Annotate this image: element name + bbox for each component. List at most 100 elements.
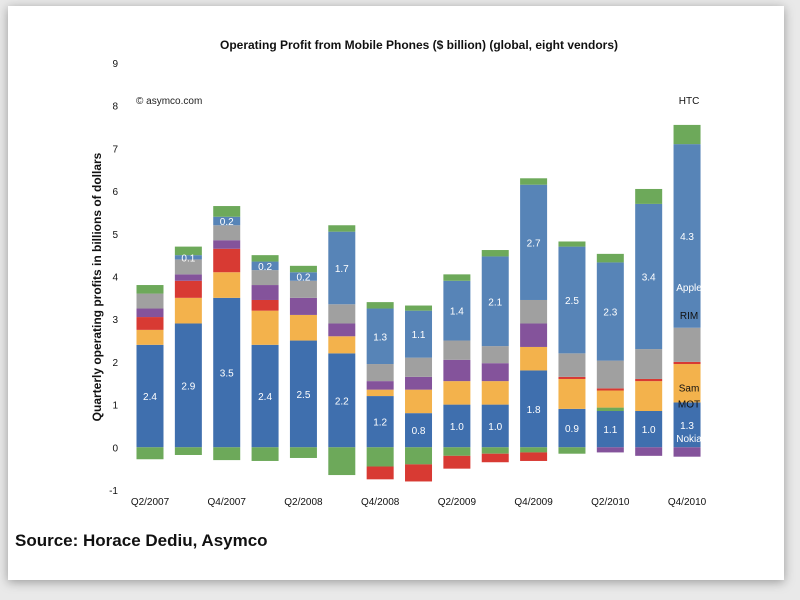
bar-segment [366, 466, 394, 480]
bar-segment [596, 390, 624, 408]
bar-segment [596, 253, 624, 263]
bar-segment [673, 361, 701, 365]
bar-segment [328, 336, 356, 354]
bar-segment [673, 447, 701, 457]
bar-segment [174, 259, 202, 275]
bar-segment [673, 402, 701, 448]
bar-segment [673, 144, 701, 328]
bar-segment [520, 447, 548, 453]
x-ticks: Q2/2007 Q4/2007 Q2/2008 Q4/2008 Q2/2009 Q4/20… [131, 497, 707, 508]
bar-segment [213, 297, 241, 448]
bar-segment [289, 447, 317, 458]
bar-segment [405, 447, 433, 465]
nokia-value-label: 1.0 [642, 425, 656, 436]
nokia-value-label: 1.8 [527, 405, 541, 416]
bar-segment [136, 308, 164, 318]
bar-segment [328, 304, 356, 324]
vendor-labels: HTC Apple RIM Sam MOT Nokia [676, 96, 702, 445]
bar-segment [213, 272, 241, 298]
bar-segment [289, 280, 317, 298]
bar-segment [481, 453, 509, 463]
bar-segment [558, 447, 586, 454]
bar-segment [520, 178, 548, 185]
bar-segment [405, 389, 433, 414]
bar-segment [596, 411, 624, 448]
y-tick-label: 5 [112, 230, 118, 241]
bar-segment [443, 359, 471, 382]
bar-segment [251, 285, 279, 300]
bar-segment [136, 329, 164, 345]
apple-value-label: 1.7 [335, 264, 349, 275]
bar-segment [136, 293, 164, 309]
bar-segment [213, 225, 241, 241]
y-tick-label: 8 [112, 102, 118, 113]
bar-segment [481, 346, 509, 364]
nokia-value-label: 2.4 [143, 392, 157, 403]
bar-segment [558, 376, 586, 379]
bar-segment [481, 381, 509, 405]
bar-segment [366, 302, 394, 309]
bar-segment [366, 364, 394, 382]
bar-segment [405, 310, 433, 358]
bar-segment [481, 256, 509, 347]
nokia-value-label: 2.4 [258, 392, 272, 403]
bar-segment [251, 261, 279, 271]
bar-segment [443, 404, 471, 448]
bar-segment [366, 308, 394, 365]
x-tick-label: Q2/2007 [131, 497, 170, 508]
y-ticks: -1 0 1 2 3 4 5 6 7 8 9 [109, 59, 118, 497]
y-axis-label: Quarterly operating profits in billions … [90, 152, 104, 421]
bar-segment [520, 299, 548, 324]
bars-layer [136, 124, 701, 482]
bar-segment [673, 364, 701, 403]
bar-segment [289, 272, 317, 281]
bar-segment [443, 280, 471, 341]
bar-segment [558, 241, 586, 247]
bar-segment [558, 378, 586, 409]
vendor-label: HTC [679, 96, 700, 107]
bar-segment [635, 381, 663, 412]
y-tick-label: 4 [112, 273, 118, 284]
apple-value-label: 0.2 [220, 217, 234, 228]
bar-segment [174, 274, 202, 281]
bar-segment [520, 184, 548, 300]
bar-segment [366, 381, 394, 390]
apple-value-label: 3.4 [642, 273, 656, 284]
y-tick-label: 2 [112, 358, 118, 369]
source-note: Source: Horace Dediu, Asymco [15, 531, 268, 550]
nokia-value-label: 0.9 [565, 424, 579, 435]
bar-segment [443, 381, 471, 405]
apple-value-label: 2.3 [603, 308, 617, 319]
apple-value-label: 2.7 [527, 238, 541, 249]
bar-segment [558, 353, 586, 377]
bar-segment [213, 248, 241, 273]
bar-segment [443, 340, 471, 360]
bar-segment [174, 297, 202, 324]
bar-segment [328, 225, 356, 232]
y-tick-label: 9 [112, 59, 118, 70]
bar-segment [481, 250, 509, 257]
bar-segment [443, 274, 471, 281]
apple-value-label: 0.2 [258, 262, 272, 273]
x-tick-label: Q4/2010 [668, 497, 707, 508]
bar-segment [213, 447, 241, 461]
nokia-value-label: 1.3 [680, 421, 694, 432]
y-tick-label: 3 [112, 315, 118, 326]
y-tick-label: 7 [112, 144, 118, 155]
bar-segment [405, 376, 433, 390]
chart-title: Operating Profit from Mobile Phones ($ b… [220, 38, 618, 52]
bar-segment [136, 285, 164, 294]
bar-segment [481, 447, 509, 454]
x-tick-label: Q4/2008 [361, 497, 400, 508]
vendor-label: Nokia [676, 434, 702, 445]
bar-segment [174, 447, 202, 455]
x-tick-label: Q2/2010 [591, 497, 630, 508]
bar-segment [635, 188, 663, 204]
bar-segment [289, 314, 317, 341]
bar-segment [635, 447, 663, 456]
watermark: © asymco.com [136, 96, 202, 107]
bar-segment [251, 255, 279, 262]
bar-segment [481, 404, 509, 448]
bar-segment [558, 408, 586, 448]
